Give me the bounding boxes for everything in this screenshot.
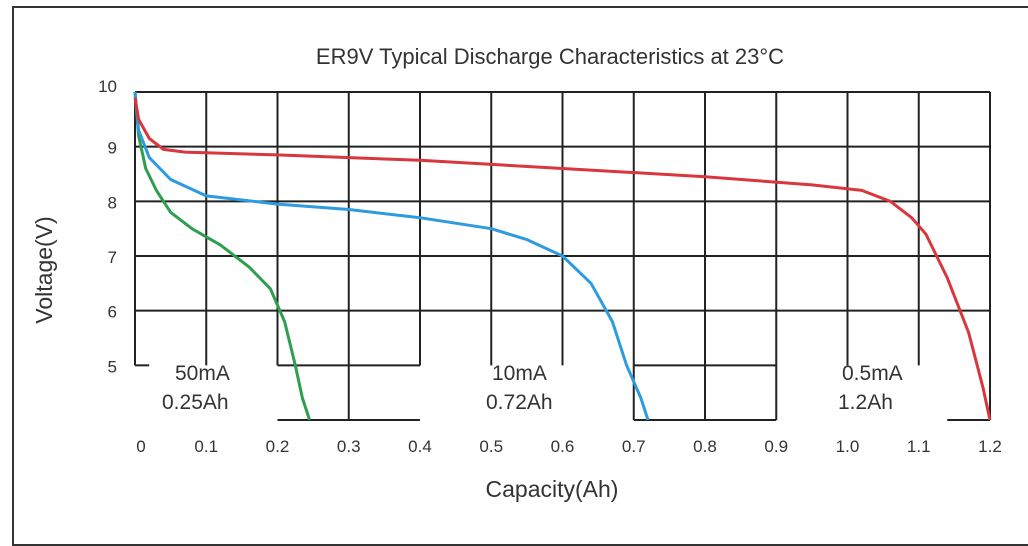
- annotation-current-1: 50mA: [175, 362, 230, 385]
- x-tick-label: 1.2: [978, 437, 1002, 456]
- x-tick-label: 0.4: [408, 437, 432, 456]
- y-tick-label: 7: [108, 248, 117, 267]
- annotation-capacity-3: 1.2Ah: [838, 391, 893, 414]
- series-line-3: [133, 97, 992, 421]
- series-line-1: [133, 91, 312, 421]
- chart-frame: [12, 6, 1028, 546]
- annotation-current-3: 0.5mA: [842, 362, 903, 385]
- x-tick-label: 1.0: [836, 437, 860, 456]
- discharge-chart: ER9V Typical Discharge Characteristics a…: [31, 44, 1002, 502]
- annotation-capacity-2: 0.72Ah: [486, 391, 553, 414]
- x-axis-label: Capacity(Ah): [486, 476, 619, 502]
- y-tick-label: 5: [108, 357, 117, 376]
- y-tick-labels: 5 6 7 8 9 10: [98, 77, 117, 376]
- y-axis-label: Voltage(V): [31, 216, 57, 323]
- series-line-2: [133, 91, 650, 421]
- x-tick-label: 0.8: [693, 437, 717, 456]
- x-tick-label: 0.2: [266, 437, 290, 456]
- x-tick-label: 0.1: [194, 437, 218, 456]
- chart-title: ER9V Typical Discharge Characteristics a…: [316, 44, 784, 69]
- x-tick-label: 0.9: [764, 437, 788, 456]
- x-tick-label: 0.5: [479, 437, 503, 456]
- x-tick-label: 0.3: [337, 437, 361, 456]
- annotation-capacity-1: 0.25Ah: [162, 391, 229, 414]
- grid: [134, 91, 991, 421]
- curves: [133, 91, 992, 421]
- x-tick-label: 0.7: [622, 437, 646, 456]
- x-tick-label: 0.6: [551, 437, 575, 456]
- x-tick-label: 1.1: [907, 437, 931, 456]
- annotation-current-2: 10mA: [492, 362, 547, 385]
- y-tick-label: 8: [108, 193, 117, 212]
- y-tick-label: 6: [108, 303, 117, 322]
- x-tick-label: 0: [136, 437, 145, 456]
- x-tick-labels: 0 0.1 0.2 0.3 0.4 0.5 0.6 0.7 0.8 0.9 1.0 1.1 1.2: [136, 437, 1002, 456]
- y-tick-label: 10: [98, 77, 117, 96]
- y-tick-label: 9: [108, 139, 117, 158]
